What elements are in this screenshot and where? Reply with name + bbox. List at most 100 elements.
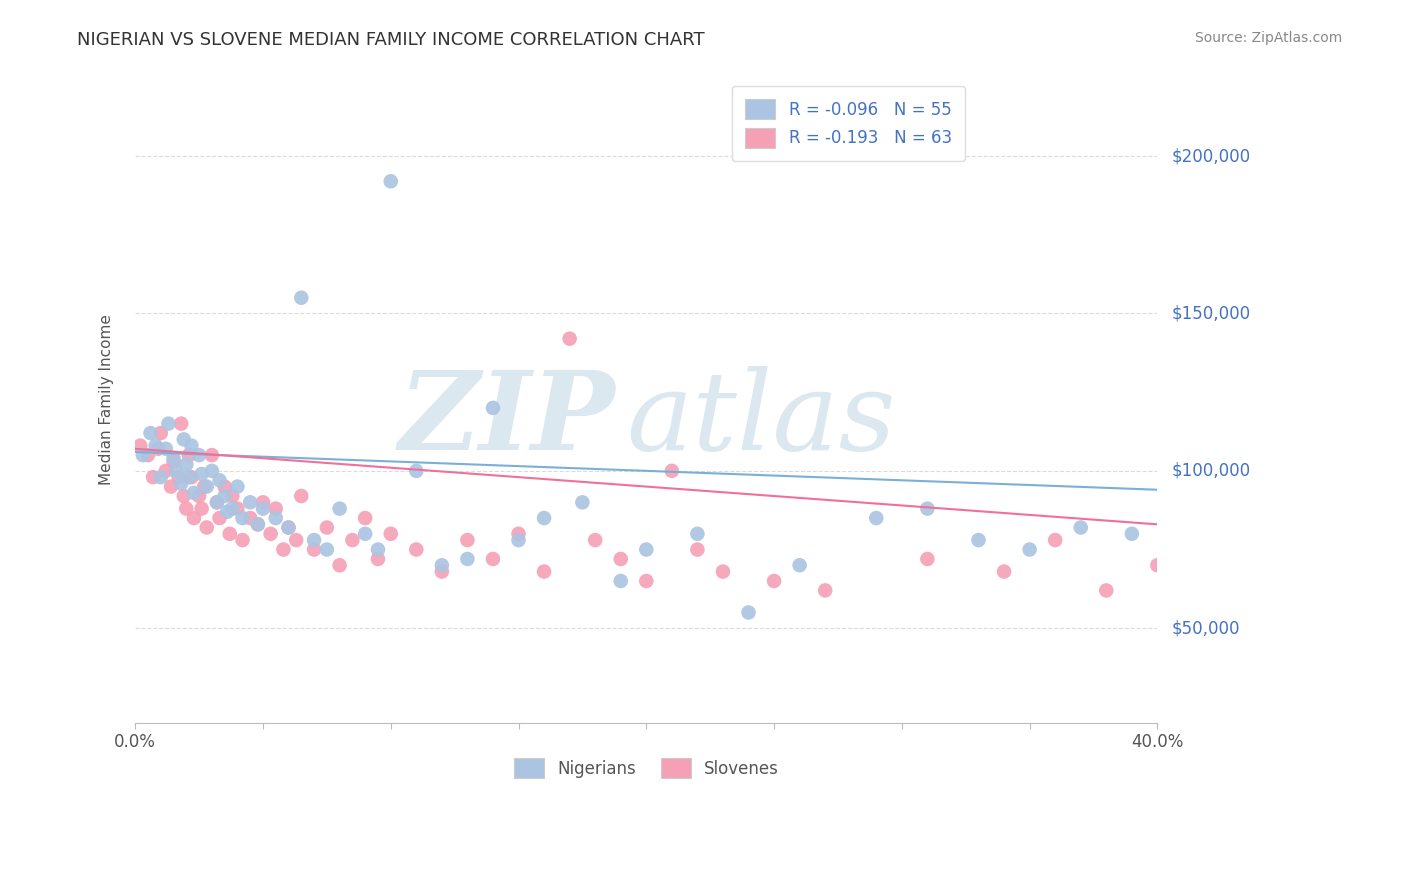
Point [221, 489, 243, 503]
Point [967, 533, 990, 547]
Point [264, 501, 287, 516]
Point [609, 574, 631, 588]
Point [160, 480, 183, 494]
Point [763, 574, 786, 588]
Point [380, 526, 402, 541]
Point [1043, 533, 1066, 547]
Point [571, 495, 593, 509]
Point [177, 470, 200, 484]
Point [405, 464, 427, 478]
Point [1146, 558, 1168, 573]
Point [149, 470, 172, 484]
Point [252, 495, 274, 509]
Point [167, 470, 190, 484]
Point [176, 501, 198, 516]
Point [246, 517, 269, 532]
Point [231, 511, 253, 525]
Point [329, 501, 352, 516]
Point [173, 433, 195, 447]
Point [142, 470, 165, 484]
Point [218, 526, 240, 541]
Point [917, 552, 939, 566]
Point [865, 511, 887, 525]
Point [155, 442, 177, 456]
Point [226, 480, 249, 494]
Point [145, 439, 167, 453]
Point [636, 542, 658, 557]
Point [208, 511, 231, 525]
Point [180, 470, 202, 484]
Point [482, 552, 505, 566]
Point [342, 533, 364, 547]
Point [315, 520, 337, 534]
Point [329, 558, 352, 573]
Point [482, 401, 505, 415]
Point [508, 526, 530, 541]
Text: $200,000: $200,000 [1171, 147, 1250, 165]
Point [636, 574, 658, 588]
Text: Source: ZipAtlas.com: Source: ZipAtlas.com [1195, 31, 1343, 45]
Point [737, 606, 759, 620]
Point [456, 533, 478, 547]
Point [155, 464, 177, 478]
Point [162, 451, 184, 466]
Point [290, 291, 312, 305]
Point [246, 517, 269, 532]
Point [686, 526, 709, 541]
Point [367, 542, 389, 557]
Point [583, 533, 606, 547]
Point [183, 486, 205, 500]
Y-axis label: Median Family Income: Median Family Income [100, 315, 114, 485]
Point [273, 542, 295, 557]
Point [190, 467, 212, 481]
Point [176, 458, 198, 472]
Point [302, 542, 325, 557]
Point [188, 448, 211, 462]
Point [661, 464, 683, 478]
Point [195, 480, 218, 494]
Point [129, 439, 152, 453]
Point [1095, 583, 1118, 598]
Point [814, 583, 837, 598]
Point [165, 464, 187, 478]
Point [609, 552, 631, 566]
Point [201, 448, 224, 462]
Point [508, 533, 530, 547]
Point [170, 476, 193, 491]
Point [149, 426, 172, 441]
Legend: Nigerians, Slovenes: Nigerians, Slovenes [501, 745, 792, 792]
Point [239, 511, 262, 525]
Point [139, 426, 162, 441]
Point [201, 464, 224, 478]
Point [217, 505, 239, 519]
Point [430, 565, 453, 579]
Point [1070, 520, 1092, 534]
Point [686, 542, 709, 557]
Point [188, 489, 211, 503]
Point [252, 501, 274, 516]
Point [302, 533, 325, 547]
Point [533, 565, 555, 579]
Text: ZIP: ZIP [399, 366, 616, 473]
Point [183, 511, 205, 525]
Point [205, 495, 228, 509]
Point [917, 501, 939, 516]
Point [1121, 526, 1143, 541]
Point [214, 489, 236, 503]
Point [290, 489, 312, 503]
Point [173, 489, 195, 503]
Point [1018, 542, 1040, 557]
Point [132, 448, 155, 462]
Point [456, 552, 478, 566]
Point [380, 174, 402, 188]
Point [277, 520, 299, 534]
Point [193, 480, 215, 494]
Point [315, 542, 337, 557]
Text: atlas: atlas [626, 366, 896, 473]
Text: $150,000: $150,000 [1171, 304, 1250, 323]
Text: $100,000: $100,000 [1171, 462, 1250, 480]
Point [285, 533, 308, 547]
Point [157, 417, 180, 431]
Point [221, 501, 243, 516]
Point [190, 501, 212, 516]
